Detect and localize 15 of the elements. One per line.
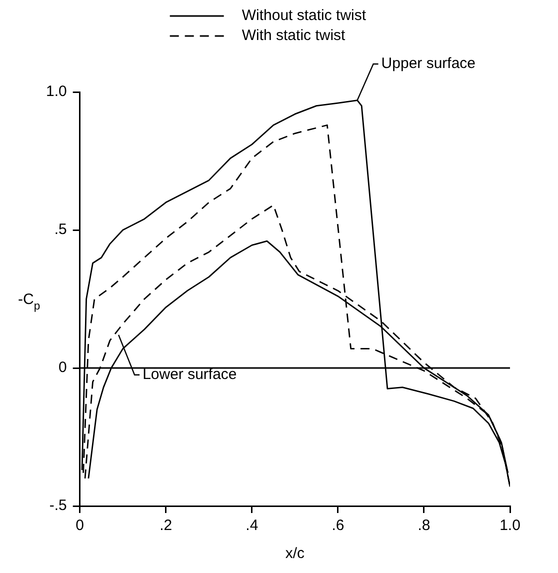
x-tick-label: 0 (76, 517, 84, 534)
x-tick-label: .6 (332, 517, 344, 534)
x-tick-label: .4 (246, 517, 258, 534)
legend-label: Without static twist (242, 7, 367, 24)
y-tick-label: 0 (58, 359, 67, 376)
x-tick-label: .8 (418, 517, 430, 534)
annotation: Lower surface (142, 366, 237, 384)
legend-label: With static twist (242, 27, 346, 44)
y-tick-label: .5 (54, 221, 67, 238)
x-axis-title: x/c (285, 545, 306, 562)
y-tick-label: 1.0 (46, 83, 67, 100)
annotation: Upper surface (381, 55, 476, 72)
y-tick-label: -.5 (49, 497, 67, 514)
x-tick-label: .2 (160, 517, 172, 534)
x-tick-label: 1.0 (500, 517, 520, 534)
